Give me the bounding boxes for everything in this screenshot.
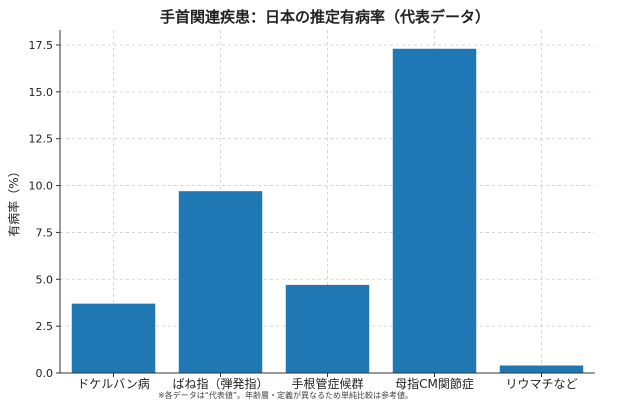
footnote: ※各データは“代表値”。年齢層・定義が異なるため単純比較は参考値。	[158, 390, 413, 400]
chart-title: 手首関連疾患：日本の推定有病率（代表データ）	[160, 8, 490, 26]
bar-2	[285, 284, 370, 373]
y-tick-label: 10.0	[29, 180, 54, 193]
bar-4	[499, 365, 584, 373]
y-tick-label: 15.0	[29, 86, 54, 99]
y-tick-label: 7.5	[36, 226, 54, 239]
bar-layer	[71, 48, 584, 374]
bar-1	[178, 191, 263, 373]
y-tick-label: 2.5	[36, 320, 54, 333]
x-tick-label: 手根管症候群	[291, 376, 363, 391]
x-tick-label: 母指CM関節症	[395, 376, 474, 391]
bar-3	[392, 48, 477, 374]
x-tick-label: ドケルバン病	[77, 376, 150, 391]
y-tick-label: 5.0	[36, 273, 54, 286]
y-tick-label: 12.5	[29, 133, 54, 146]
x-tick-labels: ドケルバン病 ばね指（弾発指） 手根管症候群 母指CM関節症 リウマチなど	[77, 373, 578, 391]
y-axis-label: 有病率（%）	[6, 165, 21, 236]
x-tick-label: リウマチなど	[505, 377, 577, 391]
y-tick-labels: 0.0 2.5 5.0 7.5 10.0 12.5 15.0 17.5	[29, 39, 60, 380]
bar-0	[71, 303, 156, 373]
y-tick-label: 17.5	[29, 39, 54, 52]
y-tick-label: 0.0	[36, 367, 54, 380]
x-tick-label: ばね指（弾発指）	[172, 376, 268, 391]
